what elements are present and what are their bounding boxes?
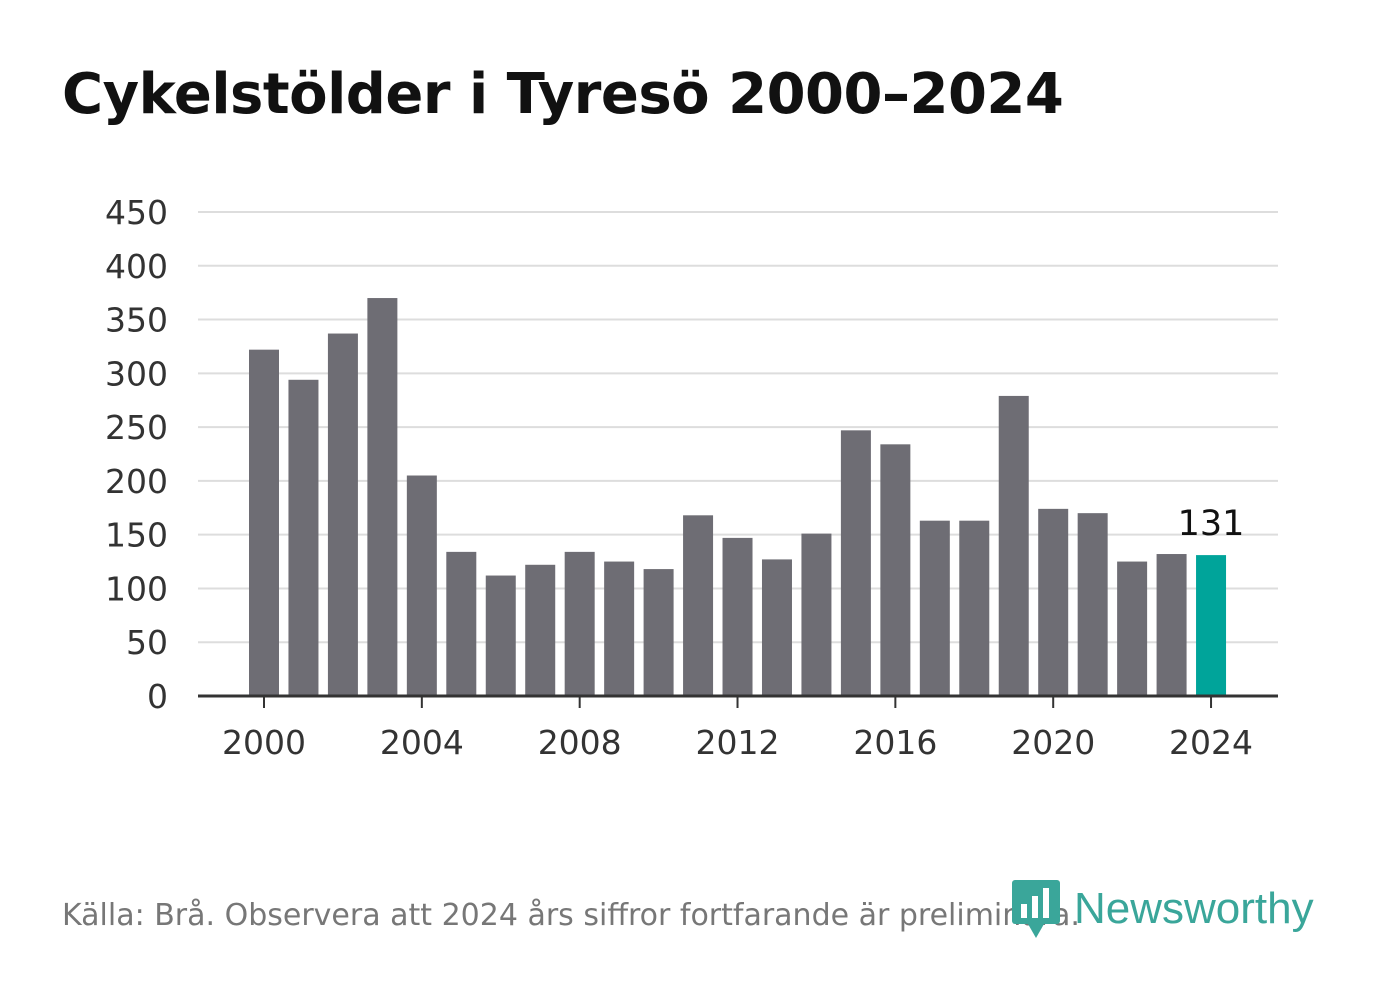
- y-tick-label: 350: [105, 301, 168, 340]
- bar-2002: [327, 333, 358, 696]
- bar-2018: [959, 520, 990, 696]
- bar-2008: [564, 551, 595, 696]
- bar-2005: [446, 551, 477, 696]
- bar-2014: [801, 533, 832, 696]
- bar-2021: [1077, 513, 1108, 696]
- y-tick-label: 400: [105, 247, 168, 286]
- y-tick-label: 200: [105, 462, 168, 501]
- bar-2013: [761, 559, 792, 696]
- chart-title: Cykelstölder i Tyresö 2000–2024: [62, 62, 1064, 127]
- bar-2022: [1117, 561, 1148, 696]
- x-axis-tick-labels: 2000 2004 2008 2012 2016 2020 2024: [222, 723, 1253, 762]
- bar-2015: [840, 430, 871, 696]
- brand-logo[interactable]: Newsworthy: [1010, 878, 1314, 940]
- y-tick-label: 0: [147, 677, 168, 716]
- bars: [249, 298, 1227, 696]
- bar-2001: [288, 379, 319, 696]
- y-axis-tick-labels: 0 50 100 150 200 250 300 350 400 450: [105, 193, 168, 716]
- x-tick-label: 2008: [538, 723, 622, 762]
- bar-2019: [998, 395, 1029, 696]
- y-tick-label: 450: [105, 193, 168, 232]
- data-label-2024: 131: [1178, 504, 1245, 544]
- x-tick-label: 2020: [1011, 723, 1095, 762]
- x-tick-label: 2024: [1169, 723, 1253, 762]
- bar-2016: [880, 444, 911, 696]
- x-tick-label: 2004: [380, 723, 464, 762]
- brand-name: Newsworthy: [1074, 884, 1314, 933]
- bar-2010: [643, 569, 674, 696]
- bar-2011: [683, 515, 714, 696]
- bar-2006: [485, 575, 516, 696]
- y-tick-label: 150: [105, 516, 168, 555]
- newsworthy-logo-icon: [1012, 880, 1060, 938]
- y-tick-label: 300: [105, 354, 168, 393]
- bar-2000: [249, 349, 279, 696]
- y-tick-label: 250: [105, 408, 168, 447]
- bar-2007: [525, 564, 556, 696]
- y-tick-label: 50: [126, 623, 168, 662]
- data-labels: 131: [1178, 504, 1245, 544]
- bar-2003: [367, 298, 398, 696]
- source-note: Källa: Brå. Observera att 2024 års siffr…: [62, 898, 1080, 933]
- bar-2017: [919, 520, 950, 696]
- x-axis: [198, 694, 1278, 708]
- bar-2004: [406, 475, 437, 696]
- bar-2012: [722, 537, 753, 696]
- bar-2009: [604, 561, 635, 696]
- x-tick-label: 2016: [853, 723, 937, 762]
- x-tick-label: 2012: [696, 723, 780, 762]
- y-tick-label: 100: [105, 569, 168, 608]
- bar-2024: [1196, 555, 1227, 696]
- x-tick-label: 2000: [222, 723, 306, 762]
- bar-2020: [1038, 508, 1069, 696]
- bar-2023: [1156, 554, 1187, 696]
